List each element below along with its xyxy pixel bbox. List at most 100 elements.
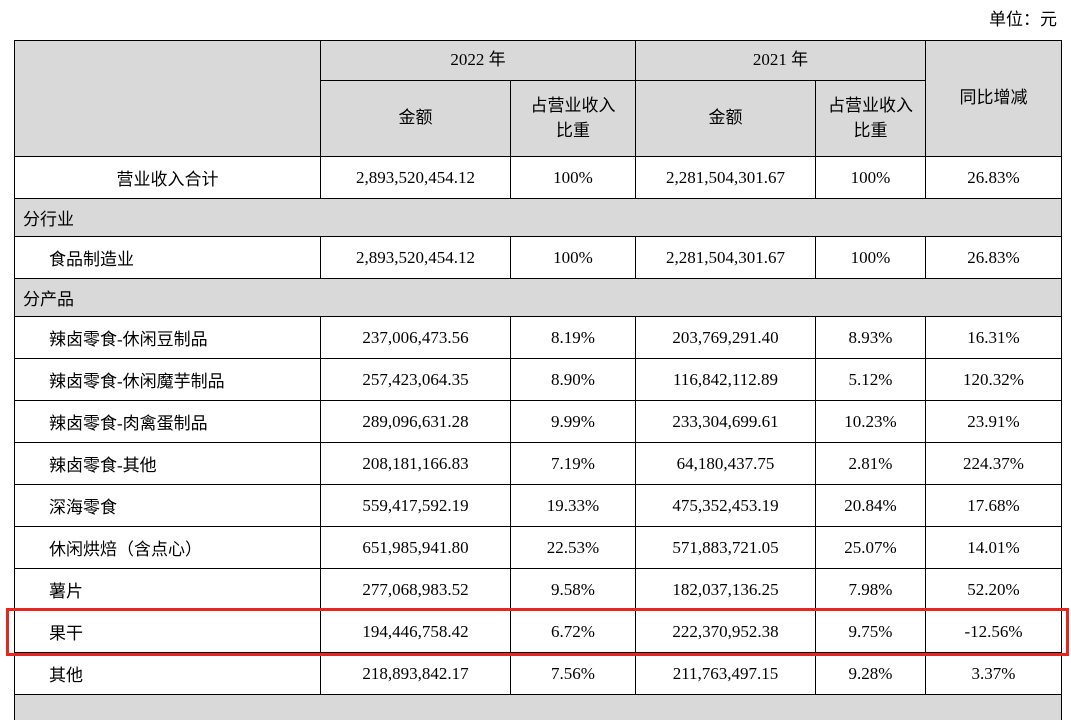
- pct-header-line2: 比重: [556, 120, 590, 140]
- amount-2021-cell: 203,769,291.40: [635, 316, 816, 359]
- amount-2022-cell: 237,006,473.56: [320, 316, 511, 359]
- pct-2021-cell: 5.12%: [815, 358, 926, 401]
- amount-2022-cell: 257,423,064.35: [320, 358, 511, 401]
- yoy-cell: 224.37%: [925, 442, 1062, 485]
- amount-2022-cell: 208,181,166.83: [320, 442, 511, 485]
- pct-2022-cell: 100%: [510, 236, 636, 279]
- yoy-cell: 17.68%: [925, 484, 1062, 527]
- pct-2021-cell: 100%: [815, 156, 926, 199]
- section-label: 分行业: [14, 198, 1062, 237]
- pct-2022-cell: 8.90%: [510, 358, 636, 401]
- unit-label: 单位：元: [989, 10, 1057, 29]
- category-cell: 深海零食: [14, 484, 321, 527]
- amount-2022-cell: 289,096,631.28: [320, 400, 511, 443]
- pct-2022-cell: 9.99%: [510, 400, 636, 443]
- amount-2022-header: 金额: [320, 80, 511, 157]
- pct-2021-header: 占营业收入 比重: [815, 80, 926, 157]
- amount-2021-cell: 2,281,504,301.67: [635, 156, 816, 199]
- table-row: 果干 194,446,758.42 6.72% 222,370,952.38 9.75%…: [14, 610, 1062, 653]
- section-row: 分行业: [14, 198, 1062, 237]
- pct-2021-cell: 2.81%: [815, 442, 926, 485]
- category-cell: 休闲烘焙（含点心）: [14, 526, 321, 569]
- revenue-breakdown-table: 2022 年 2021 年 同比增减 金额 占营业收入 比重 金额 占营业收入 …: [14, 40, 1062, 720]
- amount-2021-cell: 475,352,453.19: [635, 484, 816, 527]
- pct-header-line2: 比重: [853, 120, 888, 140]
- amount-2021-cell: 2,281,504,301.67: [635, 236, 816, 279]
- amount-2022-cell: 194,446,758.42: [320, 610, 511, 653]
- table-row: 其他 218,893,842.17 7.56% 211,763,497.15 9.28%…: [14, 652, 1062, 695]
- year-2022-header: 2022 年: [320, 40, 636, 81]
- category-cell: 果干: [14, 610, 321, 653]
- amount-2022-cell: 559,417,592.19: [320, 484, 511, 527]
- yoy-cell: 26.83%: [925, 156, 1062, 199]
- amount-2022-cell: 651,985,941.80: [320, 526, 511, 569]
- pct-2022-cell: 7.56%: [510, 652, 636, 695]
- table-row: 休闲烘焙（含点心） 651,985,941.80 22.53% 571,883,721…: [14, 526, 1062, 569]
- table-row: 营业收入合计 2,893,520,454.12 100% 2,281,504,301.…: [14, 156, 1062, 199]
- table-header: 2022 年 2021 年 同比增减 金额 占营业收入 比重 金额 占营业收入 …: [14, 40, 1062, 157]
- pct-header-line1: 占营业收入: [530, 95, 616, 115]
- table-row: 薯片 277,068,983.52 9.58% 182,037,136.25 7.98%…: [14, 568, 1062, 611]
- amount-2021-cell: 222,370,952.38: [635, 610, 816, 653]
- pct-2022-cell: 7.19%: [510, 442, 636, 485]
- yoy-cell: 120.32%: [925, 358, 1062, 401]
- category-cell: 营业收入合计: [14, 156, 321, 199]
- year-2021-header: 2021 年: [635, 40, 926, 81]
- pct-2021-cell: 9.28%: [815, 652, 926, 695]
- amount-2021-cell: 571,883,721.05: [635, 526, 816, 569]
- pct-2021-cell: 8.93%: [815, 316, 926, 359]
- yoy-cell: 16.31%: [925, 316, 1062, 359]
- amount-2022-cell: 277,068,983.52: [320, 568, 511, 611]
- pct-2022-cell: 9.58%: [510, 568, 636, 611]
- section-row: 分产品: [14, 278, 1062, 317]
- table-row: 辣卤零食-休闲魔芋制品 257,423,064.35 8.90% 116,842,11…: [14, 358, 1062, 401]
- yoy-cell: 52.20%: [925, 568, 1062, 611]
- amount-2021-cell: 211,763,497.15: [635, 652, 816, 695]
- category-cell: 辣卤零食-休闲魔芋制品: [14, 358, 321, 401]
- table-body: 营业收入合计 2,893,520,454.12 100% 2,281,504,301.…: [14, 156, 1062, 720]
- amount-2021-cell: 64,180,437.75: [635, 442, 816, 485]
- header-years-row: 2022 年 2021 年 同比增减: [14, 40, 1062, 157]
- amount-2021-cell: 233,304,699.61: [635, 400, 816, 443]
- pct-header-line1: 占营业收入: [828, 95, 913, 115]
- yoy-header: 同比增减: [925, 40, 1062, 157]
- amount-2022-cell: 2,893,520,454.12: [320, 236, 511, 279]
- amount-2021-header: 金额: [635, 80, 816, 157]
- category-cell: 辣卤零食-休闲豆制品: [14, 316, 321, 359]
- pct-2022-cell: 100%: [510, 156, 636, 199]
- table-row: 辣卤零食-其他 208,181,166.83 7.19% 64,180,437.75 2…: [14, 442, 1062, 485]
- pct-2022-cell: 6.72%: [510, 610, 636, 653]
- section-label: [14, 694, 1062, 720]
- table-row: 深海零食 559,417,592.19 19.33% 475,352,453.19 20…: [14, 484, 1062, 527]
- category-cell: 食品制造业: [14, 236, 321, 279]
- category-cell: 辣卤零食-肉禽蛋制品: [14, 400, 321, 443]
- table-row: 食品制造业 2,893,520,454.12 100% 2,281,504,301.6…: [14, 236, 1062, 279]
- table-row: 辣卤零食-休闲豆制品 237,006,473.56 8.19% 203,769,291…: [14, 316, 1062, 359]
- category-cell: 辣卤零食-其他: [14, 442, 321, 485]
- pct-2021-cell: 25.07%: [815, 526, 926, 569]
- section-label: 分产品: [14, 278, 1062, 317]
- category-cell: 薯片: [14, 568, 321, 611]
- amount-2021-cell: 182,037,136.25: [635, 568, 816, 611]
- amount-2021-cell: 116,842,112.89: [635, 358, 816, 401]
- yoy-cell: -12.56%: [925, 610, 1062, 653]
- pct-2021-cell: 20.84%: [815, 484, 926, 527]
- category-cell: 其他: [14, 652, 321, 695]
- pct-2022-cell: 22.53%: [510, 526, 636, 569]
- pct-2021-cell: 7.98%: [815, 568, 926, 611]
- pct-2021-cell: 100%: [815, 236, 926, 279]
- pct-2021-cell: 10.23%: [815, 400, 926, 443]
- table-row: 辣卤零食-肉禽蛋制品 289,096,631.28 9.99% 233,304,699…: [14, 400, 1062, 443]
- header-sub-row: 金额 占营业收入 比重 金额 占营业收入 比重: [15, 80, 1062, 157]
- pct-2022-header: 占营业收入 比重: [510, 80, 636, 157]
- amount-2022-cell: 218,893,842.17: [320, 652, 511, 695]
- pct-2022-cell: 19.33%: [510, 484, 636, 527]
- pct-2022-cell: 8.19%: [510, 316, 636, 359]
- amount-2022-cell: 2,893,520,454.12: [320, 156, 511, 199]
- section-row: [14, 694, 1062, 720]
- pct-2021-cell: 9.75%: [815, 610, 926, 653]
- yoy-cell: 23.91%: [925, 400, 1062, 443]
- corner-cell: [14, 40, 321, 157]
- yoy-cell: 14.01%: [925, 526, 1062, 569]
